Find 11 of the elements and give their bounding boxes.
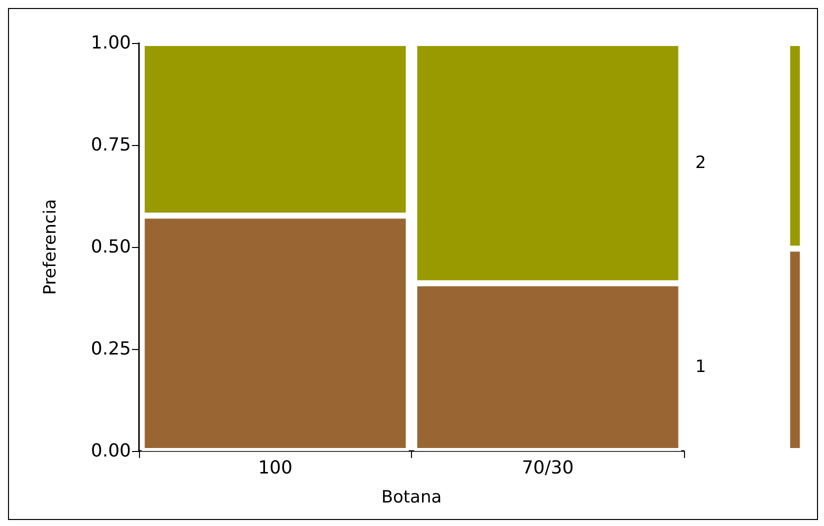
- x-axis-title: Botana: [381, 488, 442, 508]
- y-axis-title: Preferencia: [40, 199, 60, 295]
- y-tick-label: 0.25: [90, 338, 131, 360]
- x-tick-label: 100: [258, 458, 292, 478]
- series-label: 2: [695, 153, 706, 174]
- series-label: 1: [695, 357, 706, 378]
- y-tick-label: 0.50: [90, 236, 131, 258]
- y-tick-label: 1.00: [90, 32, 131, 54]
- x-tick-label: 70/30: [522, 458, 574, 478]
- y-tick-label: 0.75: [90, 134, 131, 156]
- y-tick-label: 0.00: [90, 440, 131, 462]
